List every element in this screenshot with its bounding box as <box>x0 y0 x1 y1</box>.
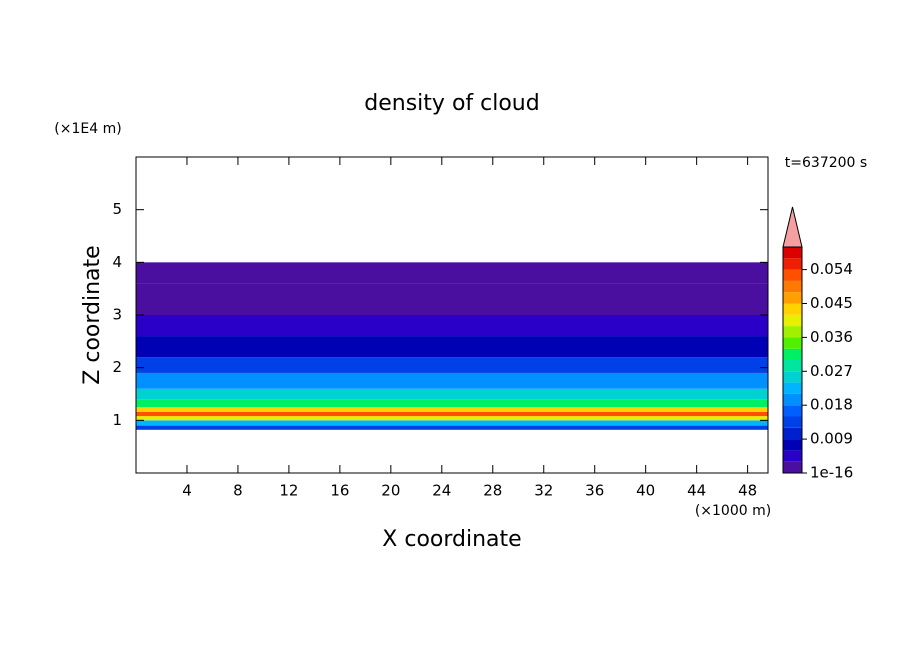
y-axis-label: Z coordinate <box>80 245 105 384</box>
y-tick-label: 4 <box>112 253 122 271</box>
colorbar-tick-label: 0.009 <box>810 430 853 448</box>
colorbar-band <box>783 337 802 349</box>
x-unit: (×1000 m) <box>695 503 771 519</box>
time-label: t=637200 s <box>785 155 867 171</box>
contour-band <box>136 388 768 400</box>
colorbar-tick-label: 0.054 <box>810 260 853 278</box>
colorbar-band <box>783 280 802 293</box>
y-tick-label: 5 <box>112 200 122 218</box>
colorbar-tick-label: 0.045 <box>810 294 853 312</box>
colorbar-band <box>783 416 802 428</box>
colorbar-band <box>783 405 802 417</box>
contour-band <box>136 357 768 373</box>
x-tick-label: 16 <box>330 482 349 500</box>
colorbar-band <box>783 258 802 270</box>
contour-band <box>136 315 768 337</box>
colorbar-band <box>783 371 802 383</box>
colorbar-band <box>783 269 802 281</box>
x-tick-label: 8 <box>233 482 243 500</box>
x-tick-label: 40 <box>636 482 655 500</box>
colorbar-band <box>783 439 802 451</box>
x-tick-label: 20 <box>381 482 400 500</box>
x-tick-label: 44 <box>687 482 706 500</box>
colorbar-extend <box>782 206 803 248</box>
contour-band <box>136 416 768 421</box>
contour-band <box>136 262 768 284</box>
colorbar-tick-label: 1e-16 <box>810 464 853 482</box>
colorbar-band <box>783 382 802 394</box>
contour-band <box>136 420 768 426</box>
contour-band <box>136 407 768 412</box>
colorbar-band <box>783 314 802 327</box>
x-axis-label: X coordinate <box>382 527 521 552</box>
colorbar-band <box>783 450 802 462</box>
contour-band <box>136 336 768 358</box>
x-tick-label: 36 <box>585 482 604 500</box>
y-tick-label: 3 <box>112 306 122 324</box>
contour-band <box>136 372 768 389</box>
colorbar-band <box>783 348 802 360</box>
y-tick-label: 1 <box>112 411 122 429</box>
colorbar-band <box>783 292 802 304</box>
colorbar-tick-label: 0.018 <box>810 396 853 414</box>
contour-band <box>136 283 768 315</box>
colorbar-band <box>783 247 802 259</box>
colorbar-tick-label: 0.027 <box>810 362 853 380</box>
colorbar-band <box>783 393 802 406</box>
contour-band <box>136 399 768 408</box>
x-tick-label: 32 <box>534 482 553 500</box>
colorbar-band <box>783 326 802 338</box>
x-tick-label: 24 <box>432 482 451 500</box>
x-tick-label: 4 <box>182 482 192 500</box>
x-tick-label: 48 <box>738 482 757 500</box>
colorbar-band <box>783 303 802 315</box>
colorbar-band <box>783 360 802 372</box>
x-tick-label: 12 <box>279 482 298 500</box>
contour-band <box>136 425 768 430</box>
colorbar-band <box>783 461 802 473</box>
y-tick-label: 2 <box>112 358 122 376</box>
colorbar-band <box>783 427 802 440</box>
chart-title: density of cloud <box>364 91 539 116</box>
colorbar-frame <box>782 246 803 474</box>
y-unit: (×1E4 m) <box>54 121 121 137</box>
colorbar-tick-label: 0.036 <box>810 328 853 346</box>
contour-band <box>136 411 768 417</box>
x-tick-label: 28 <box>483 482 502 500</box>
